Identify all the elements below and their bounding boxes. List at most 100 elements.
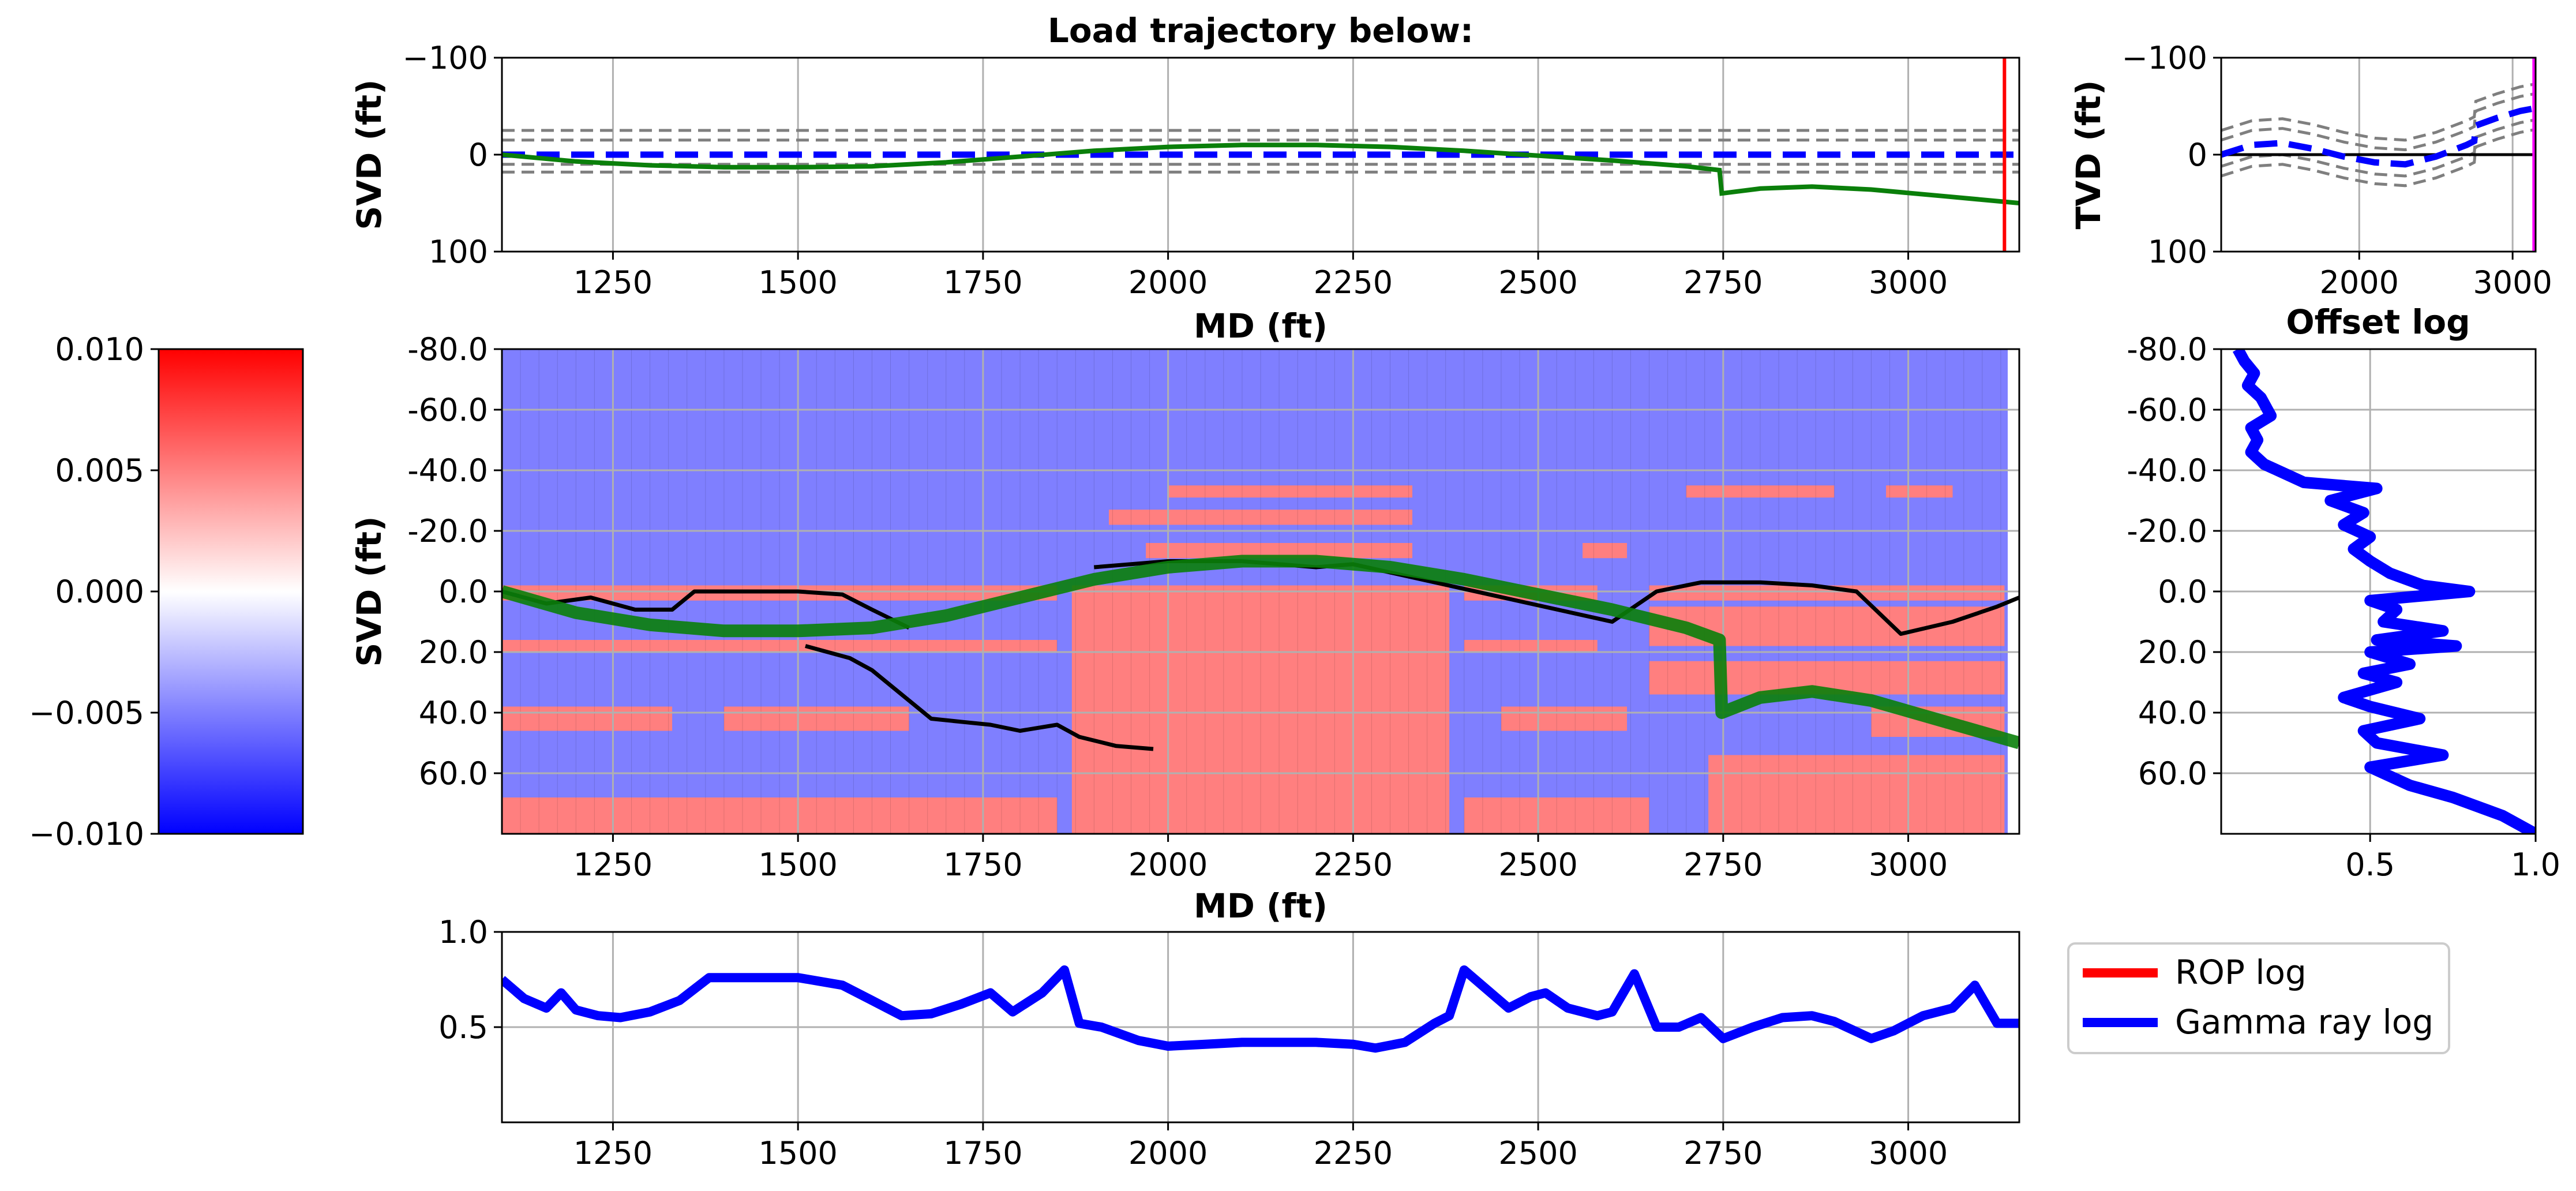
x-tick-label: 2750 <box>1683 1135 1763 1171</box>
main-trajectory-line <box>502 555 2019 750</box>
heatmap-cell <box>502 706 673 731</box>
tvd-guide-lines <box>2221 82 2536 188</box>
heatmap-cell <box>1109 510 1412 525</box>
guide-line <box>2221 92 2536 152</box>
y-tick-label: -80.0 <box>407 331 488 368</box>
x-tick-label: 2750 <box>1683 847 1763 883</box>
y-tick-label: -20.0 <box>407 513 488 549</box>
y-tick-label: -80.0 <box>2127 331 2207 368</box>
y-tick-label: 0.5 <box>438 1009 488 1046</box>
colorbar-tick-label: 0.010 <box>55 331 144 368</box>
offset-y-ticks: -80.0 -60.0 -40.0 -20.0 0.0 20.0 40.0 60.0 <box>2127 331 2221 792</box>
heatmap-cell <box>1464 797 1649 834</box>
gamma-ray-line <box>502 965 2019 1053</box>
top-y-ticks: −100 0 100 <box>403 40 502 270</box>
heatmap-cell <box>1168 485 1412 498</box>
y-tick-label: 100 <box>2148 234 2207 270</box>
x-tick-label: 1500 <box>758 264 837 301</box>
gamma-y-ticks: 0.5 1.0 <box>438 914 502 1046</box>
offset-correlation-trace <box>502 589 910 630</box>
x-tick-label: 1250 <box>573 264 653 301</box>
colorbar-gradient <box>158 348 304 835</box>
offset-log-title: Offset log <box>2286 302 2470 342</box>
y-tick-label: -60.0 <box>407 392 488 428</box>
y-tick-label: 60.0 <box>419 755 488 792</box>
main-y-ticks: -80.0 -60.0 -40.0 -20.0 0.0 20.0 40.0 60.0 <box>407 331 502 792</box>
offset-x-ticks: 0.5 1.0 <box>2345 834 2560 883</box>
x-tick-label: 2750 <box>1683 264 1763 301</box>
x-tick-label: 3000 <box>2473 264 2552 301</box>
heatmap-cell <box>1501 706 1628 731</box>
guide-lines <box>502 129 2019 174</box>
y-tick-label: 100 <box>429 234 488 270</box>
colorbar-tick-label: 0.000 <box>55 574 144 610</box>
heatmap-cell <box>842 797 1058 834</box>
legend: ROP log Gamma ray log <box>2067 942 2450 1054</box>
main-heatmap-panel: 1250 1500 1750 2000 2250 2500 2750 3000 -80.0 -6… <box>350 331 2020 926</box>
colorbar-ticks: 0.010 0.005 0.000 −0.005 −0.010 <box>29 331 159 852</box>
y-tick-label: −100 <box>2122 40 2207 76</box>
heatmap-cell <box>1464 640 1598 652</box>
main-ylabel: SVD (ft) <box>350 516 389 667</box>
legend-label-rop: ROP log <box>2175 953 2307 992</box>
tvd-x-ticks: 2000 3000 <box>2320 252 2552 301</box>
y-tick-label: -20.0 <box>2127 513 2207 549</box>
heatmap-cell <box>1886 485 1953 498</box>
x-tick-label: 3000 <box>1869 264 1948 301</box>
top-trajectory-panel: Load trajectory below: 1250 1500 1750 2000 2… <box>350 11 2020 346</box>
heatmap-cell <box>1708 755 2005 834</box>
heatmap-cell <box>723 706 909 731</box>
x-tick-label: 3000 <box>1869 847 1948 883</box>
main-x-ticks: 1250 1500 1750 2000 2250 2500 2750 3000 <box>573 834 1948 883</box>
y-tick-label: 20.0 <box>2138 634 2207 671</box>
main-xlabel: MD (ft) <box>1194 886 1328 926</box>
x-tick-label: 2250 <box>1314 847 1393 883</box>
gamma-ray-panel: 1250 1500 1750 2000 2250 2500 2750 3000 0.5 1.0 <box>438 914 2020 1171</box>
guide-line <box>2221 82 2536 142</box>
y-tick-label: 1.0 <box>438 914 488 950</box>
colorbar-tick-label: 0.005 <box>55 452 144 489</box>
tvd-panel: 2000 3000 −100 0 100 TVD (ft) <box>2069 40 2552 301</box>
y-tick-label: 40.0 <box>419 695 488 731</box>
x-tick-label: 2250 <box>1314 1135 1393 1171</box>
top-panel-title: Load trajectory below: <box>1048 11 1473 50</box>
tvd-trajectory-line <box>2221 104 2536 168</box>
y-tick-label: 40.0 <box>2138 695 2207 731</box>
gamma-grid <box>502 931 2019 1122</box>
y-tick-label: -60.0 <box>2127 392 2207 428</box>
y-tick-label: 0 <box>468 137 488 173</box>
top-ylabel: SVD (ft) <box>350 80 389 230</box>
x-tick-label: 1250 <box>573 1135 653 1171</box>
x-tick-label: 2000 <box>1128 1135 1208 1171</box>
offset-log-line <box>2232 349 2536 834</box>
y-tick-label: 0.0 <box>2158 574 2207 610</box>
y-tick-label: 0 <box>2188 137 2207 173</box>
x-tick-label: 2000 <box>1128 847 1208 883</box>
y-tick-label: 0.0 <box>438 574 488 610</box>
gamma-x-ticks: 1250 1500 1750 2000 2250 2500 2750 3000 <box>573 1122 1948 1171</box>
x-tick-label: 2250 <box>1314 264 1393 301</box>
x-tick-label: 2500 <box>1498 1135 1577 1171</box>
tvd-y-ticks: −100 0 100 <box>2122 40 2221 270</box>
x-tick-label: 0.5 <box>2345 847 2395 883</box>
top-xlabel: MD (ft) <box>1194 306 1328 346</box>
tvd-ylabel: TVD (ft) <box>2069 80 2108 230</box>
y-tick-label: 60.0 <box>2138 755 2207 792</box>
x-tick-label: 1.0 <box>2511 847 2560 883</box>
x-tick-label: 2000 <box>1128 264 1208 301</box>
x-tick-label: 1750 <box>943 1135 1022 1171</box>
x-tick-label: 1750 <box>943 847 1022 883</box>
guide-line <box>2221 128 2536 188</box>
x-tick-label: 1500 <box>758 1135 837 1171</box>
x-tick-label: 2000 <box>2320 264 2399 301</box>
heatmap-cell <box>1583 543 1628 559</box>
y-tick-label: 20.0 <box>419 634 488 671</box>
y-tick-label: −100 <box>403 40 488 76</box>
colorbar: 0.010 0.005 0.000 −0.005 −0.010 <box>29 331 304 852</box>
heatmap-cell <box>1071 585 1450 834</box>
x-tick-label: 1250 <box>573 847 653 883</box>
x-tick-label: 2500 <box>1498 264 1577 301</box>
offset-log-panel: Offset log 0.5 1.0 -80.0 -60.0 -40.0 -20.0 0.… <box>2127 302 2560 883</box>
y-tick-label: -40.0 <box>2127 452 2207 489</box>
